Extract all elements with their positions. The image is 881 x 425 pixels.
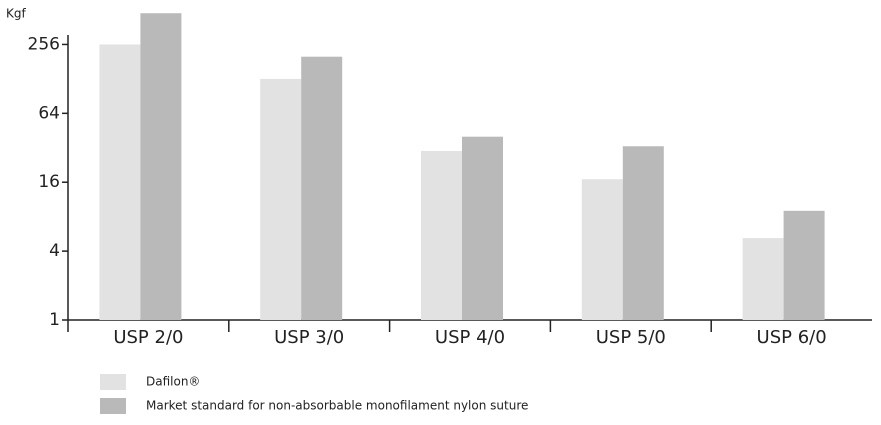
y-tick-label: 64 (38, 103, 60, 123)
legend-label: Market standard for non-absorbable monof… (146, 399, 528, 413)
bar (140, 13, 182, 321)
y-axis-label: Kgf (6, 7, 26, 21)
bar (99, 44, 141, 320)
bar (742, 238, 784, 320)
bar (462, 136, 503, 320)
y-tick-label: 1 (49, 310, 60, 330)
y-tick-label: 256 (28, 34, 60, 54)
legend-label: Dafilon® (146, 375, 200, 389)
x-tick-label: USP 2/0 (113, 327, 183, 348)
legend-swatch (100, 374, 126, 390)
x-tick-label: USP 5/0 (596, 327, 666, 348)
bar (783, 210, 825, 320)
y-tick-label: 4 (49, 241, 60, 261)
bar (260, 78, 302, 320)
x-tick-label: USP 6/0 (757, 327, 827, 348)
legend-swatch (100, 398, 126, 414)
bar (581, 179, 623, 320)
x-tick-label: USP 3/0 (274, 327, 344, 348)
x-tick-label: USP 4/0 (435, 327, 505, 348)
y-tick-label: 16 (38, 172, 60, 192)
bar (301, 56, 343, 321)
bar (421, 150, 462, 320)
bar (622, 146, 664, 320)
